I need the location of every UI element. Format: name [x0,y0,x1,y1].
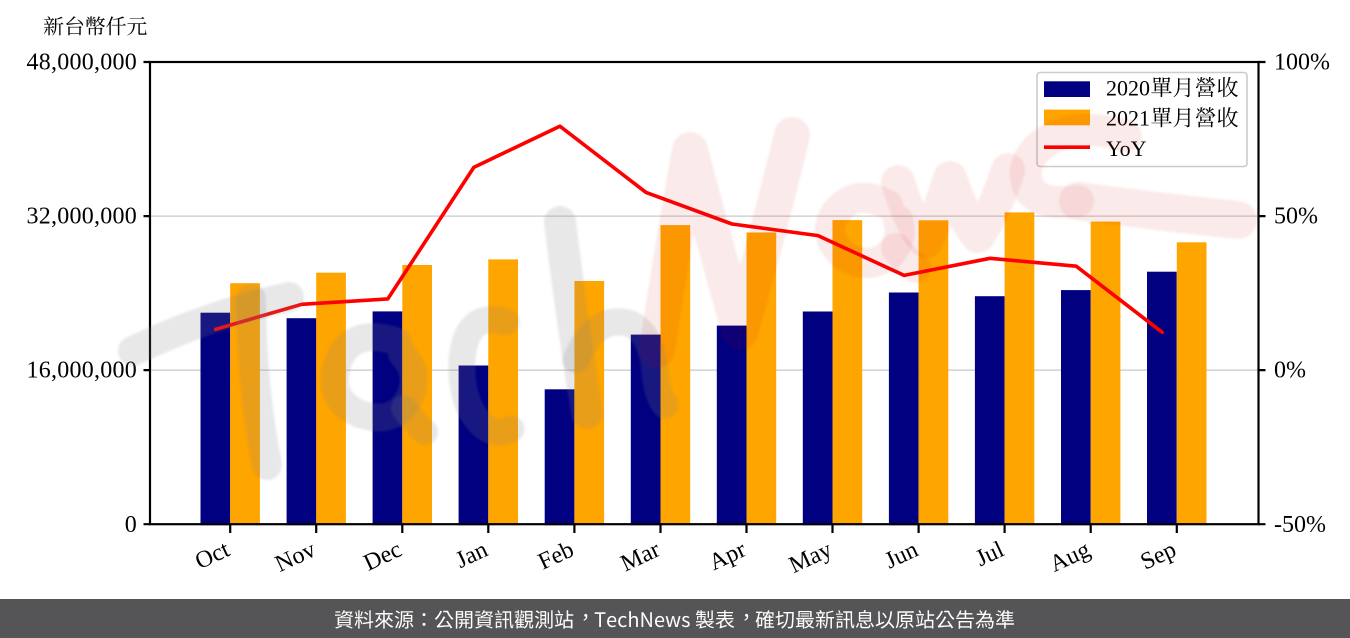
svg-text:48,000,000: 48,000,000 [27,50,138,76]
svg-text:50%: 50% [1274,204,1318,230]
svg-text:0: 0 [125,512,137,538]
svg-text:16,000,000: 16,000,000 [27,358,138,384]
svg-text:0%: 0% [1274,358,1306,384]
svg-text:-50%: -50% [1274,512,1326,538]
svg-text:32,000,000: 32,000,000 [27,204,138,230]
svg-text:100%: 100% [1274,50,1330,76]
svg-text:2020: 2020 [1106,75,1150,100]
